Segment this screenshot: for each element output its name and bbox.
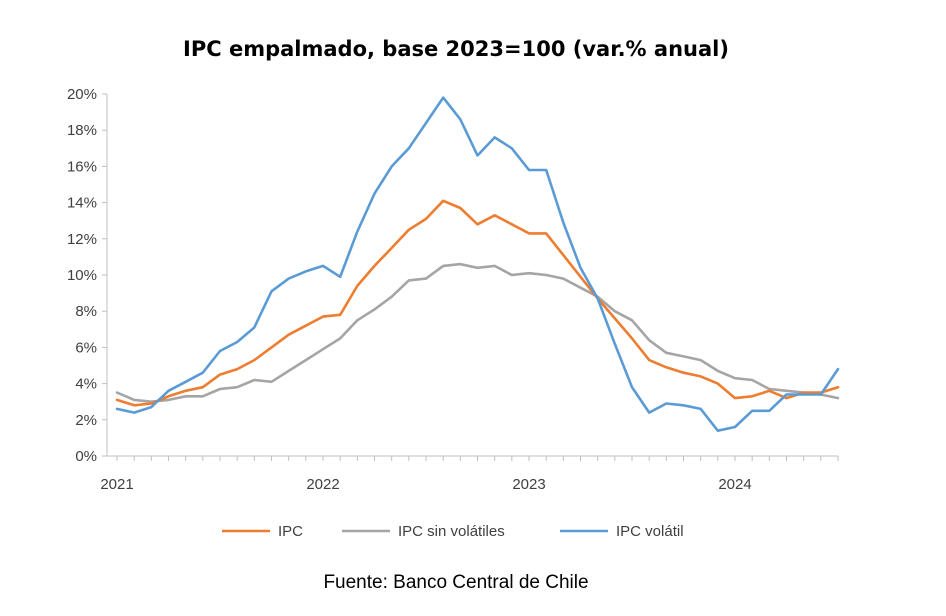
y-tick-label: 2% xyxy=(75,412,97,429)
series-line-1 xyxy=(115,262,840,404)
legend-label-1: IPC sin volátiles xyxy=(398,523,505,540)
y-tick-label: 12% xyxy=(67,231,97,248)
x-tick-label: 2024 xyxy=(718,476,751,493)
series-layer xyxy=(115,96,840,433)
x-tick-label: 2023 xyxy=(512,476,545,493)
y-tick-label: 18% xyxy=(67,122,97,139)
x-axis: 2021 2022 2023 2024 xyxy=(100,455,839,493)
chart-title: IPC empalmado, base 2023=100 (var.% anua… xyxy=(183,37,729,61)
legend-label-0: IPC xyxy=(278,523,303,540)
legend-label-2: IPC volátil xyxy=(616,523,684,540)
y-tick-label: 10% xyxy=(67,267,97,284)
y-tick-label: 6% xyxy=(75,339,97,356)
chart-source: Fuente: Banco Central de Chile xyxy=(323,572,588,593)
x-tick-label: 2022 xyxy=(306,476,339,493)
series-line-2 xyxy=(115,96,840,433)
y-tick-label: 20% xyxy=(67,86,97,103)
x-tick-label: 2021 xyxy=(100,476,133,493)
y-axis: 0% 2% 4% 6% 8% 10% 12% 14% 16% 18% 20% xyxy=(67,86,108,465)
legend: IPC IPC sin volátiles IPC volátil xyxy=(222,523,684,540)
y-tick-label: 16% xyxy=(67,158,97,175)
y-tick-label: 8% xyxy=(75,303,97,320)
series-line-0 xyxy=(115,199,840,407)
y-tick-label: 0% xyxy=(75,448,97,465)
y-tick-label: 4% xyxy=(75,376,97,393)
y-tick-label: 14% xyxy=(67,195,97,212)
